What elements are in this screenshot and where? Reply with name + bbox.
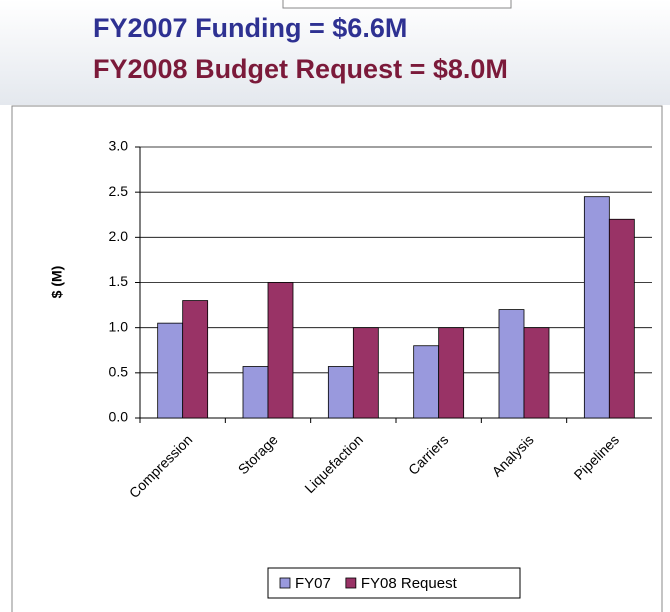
legend-box — [267, 567, 521, 599]
chart-frame — [11, 105, 663, 612]
header-box — [282, 0, 512, 9]
header-background — [0, 0, 670, 105]
y-tick-label: 3.0 — [109, 138, 129, 154]
bar — [413, 345, 440, 419]
title: FY2007 Funding = $6.6M — [93, 13, 407, 43]
y-axis-label: $ (M) — [49, 266, 65, 299]
y-tick-label: 0.0 — [109, 409, 129, 425]
bar — [182, 300, 209, 419]
bar — [498, 309, 525, 419]
subtitle: FY2008 Budget Request = $8.0M — [93, 54, 508, 84]
bar — [583, 196, 610, 419]
bar — [267, 282, 294, 419]
bar — [438, 327, 465, 419]
y-tick-label: 0.5 — [109, 364, 129, 380]
bar — [608, 218, 635, 419]
bar — [327, 366, 354, 419]
bar — [242, 366, 269, 419]
legend-label: FY08 Request — [361, 575, 458, 592]
bar — [157, 322, 184, 419]
y-tick-label: 1.5 — [109, 273, 129, 289]
y-tick-label: 2.0 — [109, 228, 129, 244]
legend-swatch — [279, 577, 291, 589]
y-tick-label: 1.0 — [109, 318, 129, 334]
y-tick-label: 2.5 — [109, 183, 129, 199]
legend-label: FY07 — [295, 575, 331, 592]
bar — [523, 327, 550, 419]
legend-swatch — [345, 577, 357, 589]
bar — [352, 327, 379, 419]
